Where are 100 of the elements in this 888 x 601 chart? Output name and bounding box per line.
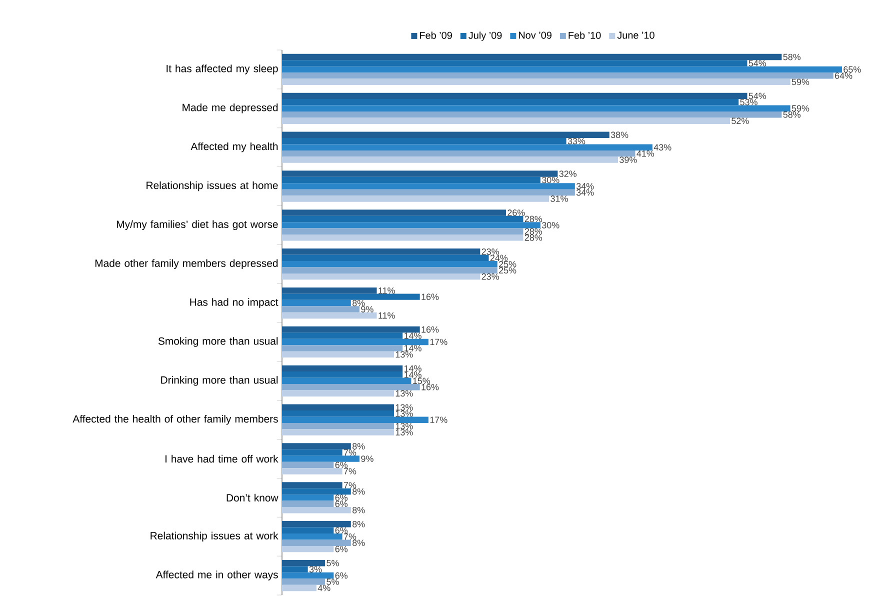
data-label: 23% — [482, 248, 499, 255]
data-label: 58% — [783, 54, 801, 60]
data-label: 14% — [404, 332, 422, 339]
bar — [282, 378, 412, 384]
bar — [282, 462, 334, 468]
bar — [282, 507, 351, 514]
data-label: 16% — [422, 384, 439, 390]
bar — [282, 92, 748, 100]
data-label: 26% — [508, 210, 525, 216]
bar — [282, 294, 420, 300]
data-label: 28% — [524, 228, 542, 235]
bar — [282, 66, 842, 73]
bar — [282, 273, 480, 280]
data-label: 6% — [335, 462, 348, 468]
data-label: 6% — [335, 500, 348, 508]
data-label: 5% — [326, 560, 339, 566]
bar — [282, 422, 394, 430]
bar — [282, 260, 498, 268]
bar — [282, 183, 575, 190]
data-label: 13% — [396, 422, 413, 430]
data-label: 13% — [396, 390, 413, 397]
bar — [282, 118, 730, 124]
data-label: 13% — [396, 429, 413, 436]
bar — [282, 105, 790, 112]
y-tick-label: Drinking more than usual — [161, 376, 278, 386]
data-label: 13% — [396, 404, 413, 411]
data-label: 4% — [318, 584, 330, 592]
bar — [282, 560, 326, 566]
bar — [282, 345, 403, 352]
legend-label: Feb ’09 — [420, 32, 452, 39]
data-label: 28% — [524, 234, 542, 241]
y-tick-label: Smoking more than usual — [158, 337, 278, 347]
bar — [282, 78, 790, 86]
bar — [282, 449, 342, 456]
bar — [282, 254, 489, 261]
data-label: 8% — [352, 300, 365, 306]
bar — [282, 351, 394, 358]
data-label: 11% — [378, 312, 395, 319]
data-label: 43% — [654, 144, 672, 151]
y-tick-label: Affected the health of other family members — [72, 414, 278, 425]
data-label: 25% — [499, 267, 516, 274]
data-label: 14% — [404, 365, 422, 372]
data-label: 16% — [422, 326, 439, 333]
data-label: 17% — [430, 416, 448, 423]
bar — [282, 527, 334, 534]
data-label: 23% — [482, 273, 499, 280]
bar — [282, 112, 782, 118]
y-tick-label: Has had no impact — [190, 298, 278, 308]
bar — [282, 222, 540, 228]
bar — [282, 312, 377, 319]
data-label: 53% — [740, 98, 758, 106]
bar — [282, 578, 326, 585]
bar — [282, 468, 342, 474]
bar — [282, 332, 403, 339]
bar — [282, 521, 351, 528]
legend-label: July ’09 — [468, 32, 502, 41]
data-label: 54% — [748, 92, 766, 100]
bar — [282, 404, 394, 410]
bar — [282, 456, 360, 462]
bar — [282, 138, 566, 144]
bar — [282, 72, 834, 79]
data-label: 8% — [352, 488, 365, 495]
data-label: 64% — [835, 72, 852, 79]
bar — [282, 566, 308, 572]
data-label: 8% — [352, 443, 365, 450]
bar — [282, 60, 748, 66]
bar — [282, 584, 316, 592]
data-label: 58% — [783, 111, 801, 118]
bar — [282, 234, 524, 241]
bar — [282, 216, 524, 222]
bar — [282, 572, 334, 579]
data-label: 7% — [344, 468, 356, 474]
bar — [282, 410, 394, 417]
bar — [282, 189, 575, 196]
data-label: 25% — [499, 260, 516, 268]
bar — [282, 196, 550, 202]
legend-label: Feb ’10 — [568, 32, 601, 39]
bar — [282, 306, 360, 312]
bar — [282, 540, 351, 546]
bar — [282, 99, 739, 106]
data-label: 7% — [344, 449, 356, 456]
data-label: 6% — [335, 494, 348, 501]
data-label: 33% — [568, 138, 586, 144]
data-label: 3% — [309, 566, 322, 572]
y-tick-label: Made me depressed — [182, 104, 278, 114]
data-label: 41% — [636, 150, 654, 157]
bar — [282, 390, 394, 396]
bar — [282, 300, 351, 306]
y-tick-label: My/my families’ diet has got worse — [116, 220, 278, 230]
bar — [282, 228, 524, 235]
bar — [282, 372, 403, 378]
bar — [282, 267, 498, 274]
bar — [282, 210, 506, 216]
legend-label: June ’10 — [617, 32, 654, 39]
data-label: 31% — [550, 196, 568, 202]
bar — [282, 287, 377, 294]
bar — [282, 54, 782, 60]
data-label: 14% — [404, 372, 422, 378]
y-tick-label: Don’t know — [226, 494, 278, 502]
bar — [282, 534, 342, 540]
